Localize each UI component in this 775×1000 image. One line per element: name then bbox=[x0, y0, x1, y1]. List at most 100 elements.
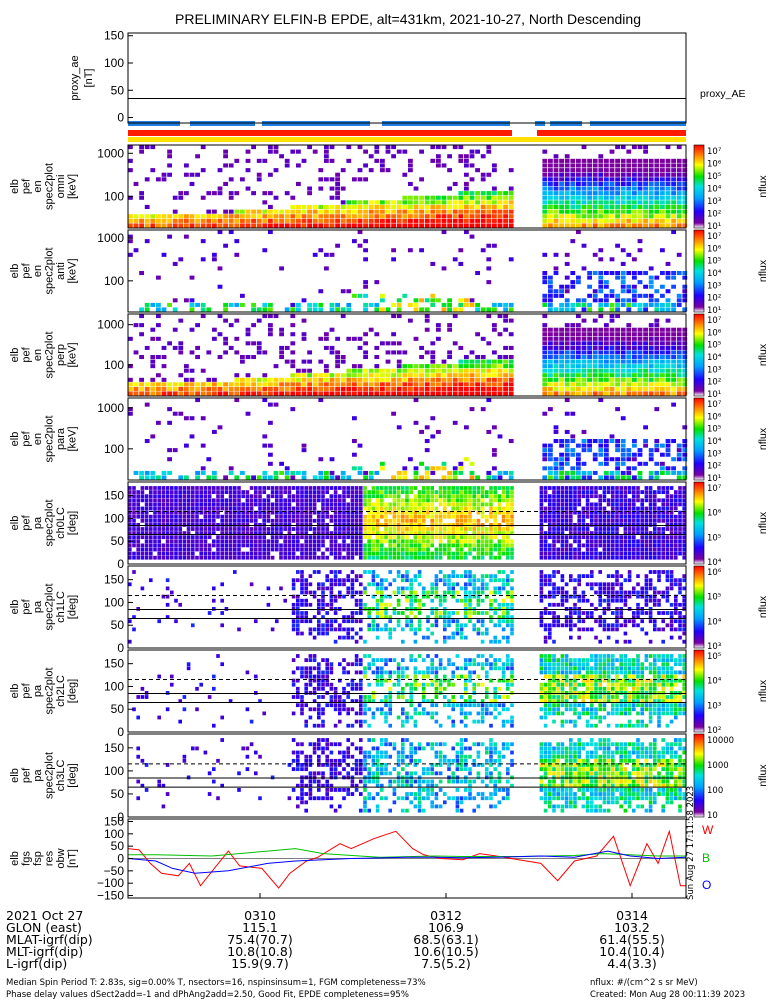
heatmap-cell bbox=[132, 510, 136, 515]
heatmap-cell bbox=[620, 332, 626, 337]
heatmap-cell bbox=[408, 248, 413, 253]
heatmap-cell bbox=[458, 195, 464, 200]
heatmap-cell bbox=[489, 498, 493, 503]
heatmap-cell bbox=[223, 336, 228, 341]
heatmap-cell bbox=[560, 543, 565, 548]
heatmap-cell bbox=[318, 302, 324, 307]
panel-frame bbox=[127, 229, 687, 313]
heatmap-cell bbox=[234, 386, 240, 391]
heatmap-cell bbox=[324, 154, 329, 159]
heatmap-cell bbox=[133, 386, 139, 391]
heatmap-cell bbox=[161, 486, 166, 490]
heatmap-cell bbox=[559, 186, 564, 191]
heatmap-cell bbox=[346, 615, 350, 619]
heatmap-cell bbox=[283, 502, 287, 507]
heatmap-cell bbox=[165, 586, 170, 591]
heatmap-cell bbox=[570, 284, 576, 289]
heatmap-cell bbox=[161, 214, 167, 219]
heatmap-cell bbox=[559, 368, 564, 373]
heatmap-cell bbox=[301, 368, 307, 373]
heatmap-cell bbox=[475, 368, 480, 373]
heatmap-cell bbox=[357, 230, 363, 235]
heatmap-cell bbox=[184, 298, 189, 303]
heatmap-cell bbox=[401, 506, 405, 511]
heatmap-cell bbox=[676, 382, 682, 387]
heatmap-cell bbox=[576, 323, 581, 328]
heatmap-cell bbox=[357, 145, 363, 150]
heatmap-cell bbox=[570, 386, 576, 391]
heatmap-cell bbox=[413, 470, 419, 475]
heatmap-cell bbox=[581, 518, 586, 523]
heatmap-cell bbox=[476, 551, 481, 556]
heatmap-cell bbox=[144, 302, 150, 307]
heatmap-cell bbox=[468, 514, 472, 519]
heatmap-cell bbox=[469, 218, 475, 223]
heatmap-cell bbox=[643, 461, 648, 466]
heatmap-cell bbox=[604, 191, 609, 196]
heatmap-cell bbox=[472, 555, 476, 560]
heatmap-cell bbox=[556, 527, 560, 531]
heatmap-cell bbox=[458, 382, 464, 387]
heatmap-cell bbox=[598, 355, 604, 360]
heatmap-cell bbox=[665, 377, 671, 382]
heatmap-cell bbox=[203, 494, 208, 499]
heatmap-cell bbox=[570, 204, 576, 210]
heatmap-cell bbox=[167, 154, 172, 159]
heatmap-cell bbox=[430, 158, 436, 163]
heatmap-cell bbox=[508, 470, 514, 475]
heatmap-cell bbox=[329, 345, 335, 350]
heatmap-cell bbox=[346, 204, 352, 210]
heatmap-cell bbox=[136, 514, 140, 519]
heatmap-cell bbox=[419, 307, 424, 312]
heatmap-cell bbox=[619, 486, 623, 490]
heatmap-cell bbox=[508, 386, 514, 391]
heatmap-cell bbox=[195, 154, 200, 159]
heatmap-cell bbox=[342, 527, 346, 531]
heatmap-cell bbox=[317, 582, 321, 587]
heatmap-cell bbox=[564, 518, 569, 523]
heatmap-cell bbox=[371, 543, 376, 548]
heatmap-cell bbox=[632, 364, 637, 369]
heatmap-cell bbox=[559, 457, 564, 462]
heatmap-cell bbox=[604, 298, 609, 303]
heatmap-cell bbox=[626, 204, 632, 210]
heatmap-cell bbox=[333, 578, 338, 583]
heatmap-cell bbox=[592, 391, 598, 396]
heatmap-cell bbox=[207, 518, 212, 523]
heatmap-cell bbox=[637, 204, 643, 210]
heatmap-cell bbox=[643, 386, 648, 391]
heatmap-cell bbox=[203, 523, 208, 527]
heatmap-cell bbox=[128, 502, 132, 507]
heatmap-cell bbox=[464, 498, 468, 503]
heatmap-cell bbox=[279, 535, 283, 540]
heatmap-cell bbox=[150, 359, 156, 364]
heatmap-cell bbox=[165, 615, 170, 619]
heatmap-cell bbox=[296, 518, 300, 523]
heatmap-cell bbox=[224, 543, 229, 548]
heatmap-cell bbox=[637, 191, 643, 196]
heatmap-cell bbox=[165, 506, 170, 511]
heatmap-cell bbox=[375, 555, 380, 560]
heatmap-cell bbox=[436, 327, 441, 332]
heatmap-cell bbox=[485, 514, 489, 519]
heatmap-cell bbox=[419, 429, 424, 434]
heatmap-cell bbox=[637, 200, 643, 205]
heatmap-cell bbox=[200, 223, 206, 228]
heatmap-cell bbox=[359, 547, 363, 552]
heatmap-cell bbox=[637, 271, 643, 276]
heatmap-cell bbox=[438, 494, 443, 499]
heatmap-cell bbox=[627, 551, 632, 556]
heatmap-cell bbox=[290, 391, 296, 396]
heatmap-cell bbox=[380, 514, 384, 519]
heatmap-cell bbox=[291, 602, 296, 607]
heatmap-cell bbox=[632, 457, 637, 462]
heatmap-cell bbox=[350, 490, 355, 494]
heatmap-cell bbox=[441, 368, 447, 373]
heatmap-cell bbox=[207, 502, 212, 507]
heatmap-cell bbox=[325, 523, 329, 527]
heatmap-cell bbox=[279, 531, 283, 535]
heatmap-cell bbox=[455, 539, 460, 544]
heatmap-cell bbox=[493, 510, 497, 515]
heatmap-cell bbox=[186, 531, 191, 535]
heatmap-cell bbox=[459, 531, 464, 535]
